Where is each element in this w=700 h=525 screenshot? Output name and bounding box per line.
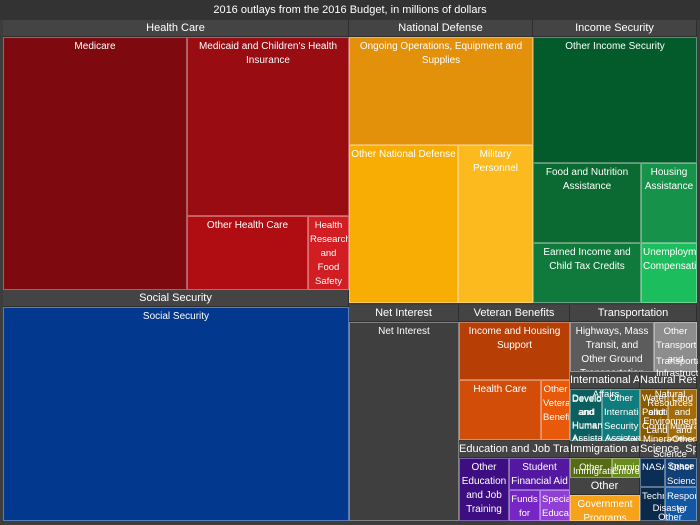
treemap-cell-other-government-programs[interactable]: Government Programs bbox=[570, 495, 640, 521]
treemap-cell-net-interest-net-interest[interactable]: Net Interest bbox=[349, 322, 459, 521]
treemap-cell-education-and-job-training-other-education-and-job-training[interactable]: Other Education and Job Training bbox=[459, 458, 509, 521]
treemap-cell-income-security-earned-income-and-child-tax-credits[interactable]: Earned Income and Child Tax Credits bbox=[533, 243, 641, 303]
treemap-cell-immigration-and-law-enforcement-other-federal-law-enforcement[interactable]: Other Federal Law Enforcement bbox=[570, 458, 612, 478]
treemap-cell-veteran-benefits-other-veteran-benefits[interactable]: Other Veteran Benefits bbox=[541, 380, 570, 440]
treemap-cell-income-security-other-income-security[interactable]: Other Income Security bbox=[533, 37, 697, 163]
treemap-group-header-transportation[interactable]: Transportation bbox=[570, 305, 697, 322]
treemap-cell-income-security-food-and-nutrition-assistance[interactable]: Food and Nutrition Assistance bbox=[533, 163, 641, 243]
treemap-group-header-social-security[interactable]: Social Security bbox=[3, 290, 349, 307]
treemap-cell-social-security-social-security[interactable]: Social Security bbox=[3, 307, 349, 521]
treemap-cell-veteran-benefits-health-care[interactable]: Health Care bbox=[459, 380, 541, 440]
treemap-cell-immigration-and-law-enforcement-immigration-and-border[interactable]: Immigration and Border bbox=[612, 458, 640, 478]
treemap-group-header-education-and-job-training[interactable]: Education and Job Training bbox=[459, 441, 570, 458]
treemap-cell-national-defense-other-national-defense[interactable]: Other National Defense bbox=[349, 145, 458, 303]
chart-title: 2016 outlays from the 2016 Budget, in mi… bbox=[0, 0, 700, 20]
treemap-cell-science-space-response-to-natural[interactable]: Response to Natural bbox=[665, 487, 697, 521]
treemap-group-header-health-care[interactable]: Health Care bbox=[3, 20, 349, 37]
treemap-cell-national-defense-ongoing-operations-equipment-and-supplies[interactable]: Ongoing Operations, Equipment and Suppli… bbox=[349, 37, 533, 145]
treemap-group-header-natural-resources-and-environment[interactable]: Natural Resources and Environment bbox=[640, 372, 697, 389]
treemap-cell-health-care-health-research-and-food-safety[interactable]: Health Research and Food Safety bbox=[308, 216, 349, 290]
treemap-cell-science-space-other-science[interactable]: Other Science bbox=[665, 458, 697, 487]
treemap-cell-science-space-nasa[interactable]: NASA bbox=[640, 458, 665, 487]
treemap-group-header-science-space[interactable]: Science, Space bbox=[640, 441, 697, 458]
treemap-group-header-other[interactable]: Other bbox=[570, 478, 640, 495]
treemap-cell-education-and-job-training-student-financial-aid[interactable]: Student Financial Aid bbox=[509, 458, 570, 490]
treemap-cell-natural-resources-and-environment-water-pollution-control[interactable]: Water Pollution Control bbox=[640, 389, 668, 441]
treemap-group-header-net-interest[interactable]: Net Interest bbox=[349, 305, 459, 322]
treemap-cell-health-care-medicare[interactable]: Medicare bbox=[3, 37, 187, 290]
treemap-cell-health-care-other-health-care[interactable]: Other Health Care bbox=[187, 216, 308, 290]
treemap-cell-veteran-benefits-income-and-housing-support[interactable]: Income and Housing Support bbox=[459, 322, 570, 380]
treemap-cell-education-and-job-training-special-education[interactable]: Special Education bbox=[540, 490, 570, 521]
treemap-cell-international-affairs-other-international-security-assistance[interactable]: Other International Security Assistance bbox=[602, 389, 640, 441]
treemap-cell-income-security-housing-assistance[interactable]: Housing Assistance bbox=[641, 163, 697, 243]
treemap-group-header-international-affairs[interactable]: International Affairs bbox=[570, 372, 640, 389]
treemap-group-header-income-security[interactable]: Income Security bbox=[533, 20, 697, 37]
treemap-group-header-veteran-benefits[interactable]: Veteran Benefits bbox=[459, 305, 570, 322]
treemap-cell-transportation-other-transportation-and-infrastructure[interactable]: Other Transportation and Infrastructure bbox=[654, 322, 697, 372]
treemap-cell-international-affairs-development-and-humanitarian-assistance[interactable]: Development and Humanitarian Assistance bbox=[570, 389, 602, 441]
treemap-cell-income-security-unemployment-compensation[interactable]: Unemployment Compensation bbox=[641, 243, 697, 303]
treemap-cell-health-care-medicaid-and-children-s-health-insurance[interactable]: Medicaid and Children's Health Insurance bbox=[187, 37, 349, 216]
treemap-cell-science-space-technology[interactable]: Technology bbox=[640, 487, 665, 521]
treemap-cell-national-defense-military-personnel[interactable]: Military Personnel bbox=[458, 145, 533, 303]
treemap-group-header-immigration-and-law-enforcement[interactable]: Immigration and Law Enforcement bbox=[570, 441, 640, 458]
treemap-group-header-national-defense[interactable]: National Defense bbox=[349, 20, 533, 37]
treemap-cell-education-and-job-training-funds-for[interactable]: Funds for bbox=[509, 490, 540, 521]
treemap-cell-natural-resources-and-environment-land-and-mineral-other[interactable]: Land and Mineral Other bbox=[668, 389, 697, 441]
treemap-cell-transportation-highways-mass-transit-and-other-ground-transportation[interactable]: Highways, Mass Transit, and Other Ground… bbox=[570, 322, 654, 372]
